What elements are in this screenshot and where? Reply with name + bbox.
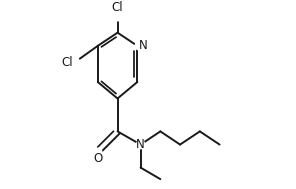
Circle shape (111, 8, 124, 21)
Circle shape (136, 140, 145, 149)
Text: N: N (136, 138, 145, 151)
Circle shape (94, 148, 102, 156)
Text: O: O (93, 153, 102, 165)
Circle shape (135, 42, 143, 50)
Text: N: N (139, 39, 148, 52)
Text: Cl: Cl (112, 1, 123, 14)
Text: Cl: Cl (61, 56, 73, 69)
Circle shape (66, 56, 79, 69)
